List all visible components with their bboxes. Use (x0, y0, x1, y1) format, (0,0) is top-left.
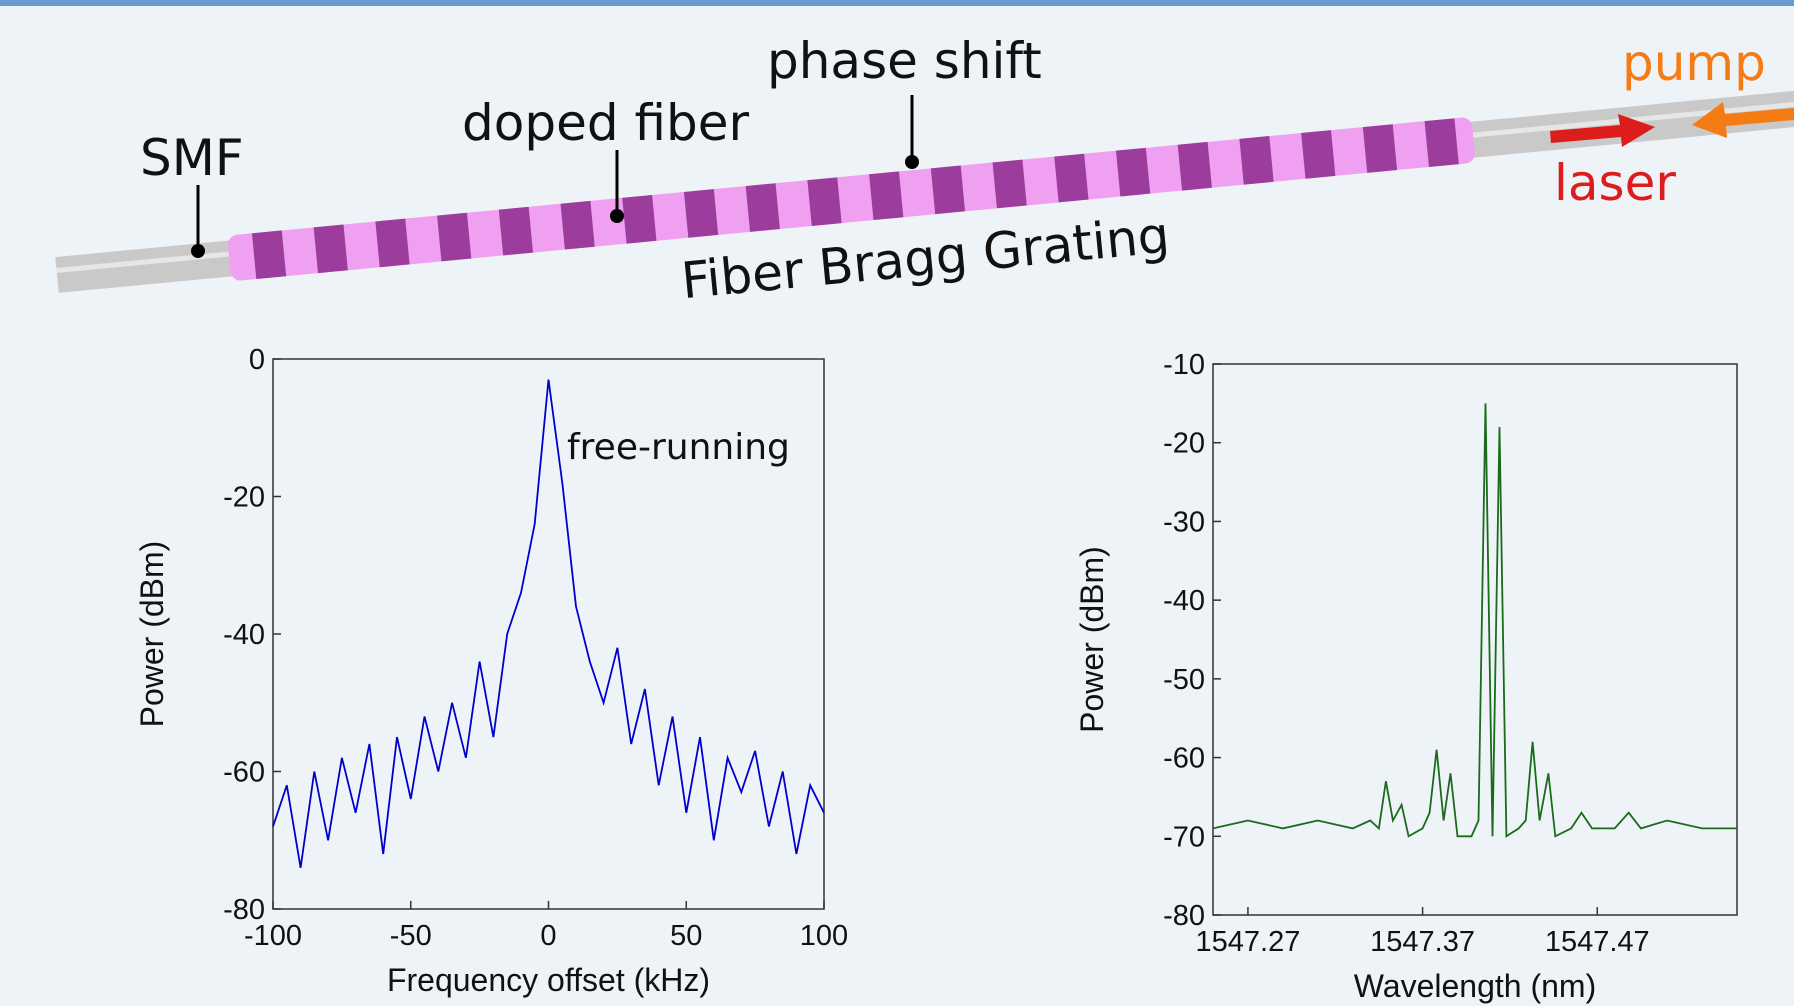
stripe (622, 195, 657, 244)
stripe (1362, 124, 1398, 173)
stripe (683, 189, 719, 238)
x-tick-label: 1547.37 (1370, 926, 1475, 958)
stripe (251, 230, 287, 280)
stripe (375, 218, 410, 268)
y-tick-label: -60 (1163, 743, 1205, 775)
x-tick-label: 50 (670, 920, 702, 952)
y-tick-label: -50 (1163, 664, 1205, 696)
y-tick-label: -80 (1163, 900, 1205, 932)
x-axis-label: Wavelength (nm) (1354, 968, 1596, 1004)
pointer-dot (905, 155, 919, 169)
y-tick-label: -40 (1163, 585, 1205, 617)
stripe (1239, 136, 1274, 185)
x-tick-label: -100 (244, 920, 302, 952)
stripe (1115, 147, 1151, 197)
stripe (498, 206, 534, 256)
stripe (313, 224, 348, 274)
label-pump: pump (1622, 34, 1766, 92)
x-tick-label: 0 (540, 920, 556, 952)
pointer-dot (610, 209, 624, 223)
y-tick-label: -10 (1163, 349, 1205, 381)
x-axis-label: Frequency offset (kHz) (387, 962, 710, 998)
y-axis-label: Power (dBm) (134, 541, 170, 728)
stripe (1301, 130, 1336, 179)
label-doped: doped fiber (462, 94, 749, 152)
y-tick-label: 0 (249, 344, 265, 376)
y-tick-label: -40 (223, 619, 265, 651)
line-series (1212, 403, 1737, 838)
stripe (745, 183, 780, 232)
stripe (560, 200, 595, 250)
y-axis-label: Power (dBm) (1074, 546, 1110, 733)
pointer-dot (191, 244, 205, 258)
y-tick-label: -60 (223, 757, 265, 789)
x-tick-label: 1547.27 (1196, 926, 1301, 958)
label-phase: phase shift (767, 32, 1042, 90)
stripe (1177, 141, 1212, 191)
y-tick-label: -70 (1163, 821, 1205, 853)
y-tick-label: -20 (223, 482, 265, 514)
doped-section (227, 117, 1475, 281)
x-tick-label: 100 (800, 920, 848, 952)
y-tick-label: -20 (1163, 428, 1205, 460)
plot-frame (1212, 363, 1738, 916)
stripe (437, 212, 472, 262)
x-tick-label: -50 (390, 920, 432, 952)
grating-stripes (251, 118, 1459, 280)
stripe (869, 171, 904, 221)
stripe (1424, 118, 1459, 167)
y-tick-label: -30 (1163, 506, 1205, 538)
pump-arrow (1692, 102, 1794, 138)
stripe (930, 165, 966, 215)
annotation: free-running (567, 427, 790, 468)
label-laser: laser (1554, 154, 1676, 212)
top-bar (0, 0, 1794, 6)
x-tick-label: 1547.47 (1545, 926, 1650, 958)
laser-arrow (1550, 114, 1655, 147)
label-smf: SMF (140, 129, 244, 187)
stripe (807, 177, 842, 226)
y-tick-label: -80 (223, 894, 265, 926)
stripe (992, 159, 1027, 209)
stripe (1054, 153, 1089, 203)
fiber (55, 89, 1794, 293)
line-series (272, 379, 825, 868)
